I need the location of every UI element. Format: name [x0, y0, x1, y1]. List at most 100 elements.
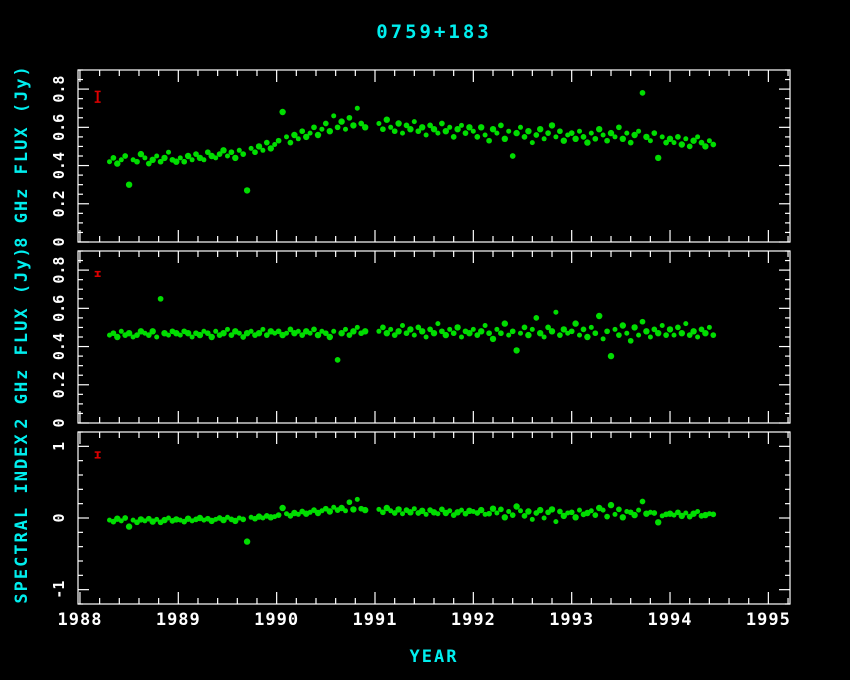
data-point [411, 119, 417, 125]
data-point [177, 332, 183, 338]
y-tick-label: -1 [50, 581, 68, 599]
data-point [588, 130, 594, 136]
x-tick-label: 1990 [254, 610, 299, 630]
data-point [498, 122, 504, 129]
data-point [486, 510, 492, 517]
data-point [380, 126, 386, 133]
data-point [157, 295, 164, 302]
data-point [423, 334, 429, 340]
data-point [616, 124, 622, 131]
data-point [411, 506, 417, 512]
data-point [435, 321, 441, 327]
y-tick-label: 0.4 [50, 333, 68, 360]
data-point [184, 152, 192, 160]
data-point [154, 334, 160, 340]
data-point [427, 326, 433, 333]
data-point [114, 160, 121, 167]
data-point [698, 139, 705, 146]
data-point [243, 187, 251, 194]
data-point [631, 131, 638, 139]
data-point [173, 158, 180, 165]
x-tick-label: 1994 [648, 610, 693, 630]
data-point [489, 126, 497, 133]
x-tick-label: 1988 [57, 610, 102, 630]
data-point [675, 324, 681, 331]
data-point [400, 130, 405, 136]
data-point [232, 154, 239, 162]
data-point [643, 133, 650, 141]
data-point [177, 155, 183, 161]
data-point [466, 124, 473, 131]
data-point [427, 122, 433, 129]
data-point [287, 139, 294, 146]
data-point [466, 330, 473, 337]
data-point [213, 328, 219, 334]
data-point [478, 328, 485, 335]
data-point [627, 139, 634, 146]
data-point [666, 326, 674, 333]
data-point [137, 150, 145, 158]
data-point [407, 326, 414, 333]
data-point [647, 334, 653, 340]
data-point [383, 330, 390, 337]
data-point [560, 137, 567, 144]
data-point [655, 519, 662, 526]
data-point [600, 132, 606, 138]
data-point [506, 332, 512, 338]
data-point [454, 126, 461, 133]
data-point [501, 514, 508, 521]
data-point [204, 330, 211, 337]
data-point [592, 135, 599, 142]
data-point [607, 129, 615, 137]
data-point [240, 516, 247, 523]
data-point [395, 506, 402, 513]
data-point [331, 113, 337, 119]
data-point [415, 128, 422, 135]
data-point [529, 140, 535, 146]
data-point [560, 326, 567, 333]
data-point [157, 158, 164, 165]
data-point [299, 332, 306, 338]
data-point [439, 506, 445, 513]
data-point [588, 324, 594, 330]
data-point [639, 90, 646, 96]
data-point [275, 137, 282, 144]
data-point [521, 513, 528, 519]
data-point [568, 130, 575, 136]
data-point [486, 330, 492, 337]
data-point [450, 134, 457, 140]
data-point [439, 120, 445, 127]
data-point [243, 538, 251, 545]
data-point [166, 149, 171, 155]
data-point [616, 506, 622, 513]
data-point [695, 334, 701, 340]
data-point [518, 508, 523, 514]
data-point [346, 499, 353, 506]
data-point [388, 124, 394, 130]
data-point [343, 326, 348, 332]
data-point [651, 130, 658, 136]
data-point [553, 134, 559, 140]
y-axis-title-8ghz-flux: 8 GHz FLUX (Jy) [12, 64, 32, 248]
data-point [636, 507, 642, 513]
data-point [240, 334, 247, 340]
data-point [683, 321, 689, 327]
data-point [322, 120, 329, 127]
data-point [295, 511, 301, 517]
data-point [568, 328, 575, 335]
data-point [525, 331, 532, 339]
data-point [529, 516, 535, 522]
data-point [447, 326, 453, 332]
data-point [541, 515, 547, 521]
data-point [521, 324, 528, 331]
data-point [383, 116, 390, 123]
x-tick-label: 1995 [746, 610, 791, 630]
data-point [435, 511, 441, 517]
panel-frame [77, 250, 791, 424]
data-point [423, 132, 429, 138]
data-point [193, 151, 199, 157]
data-point [577, 332, 582, 338]
data-point [683, 136, 689, 142]
data-point [248, 328, 254, 334]
y-tick-label: 0.8 [50, 76, 68, 103]
